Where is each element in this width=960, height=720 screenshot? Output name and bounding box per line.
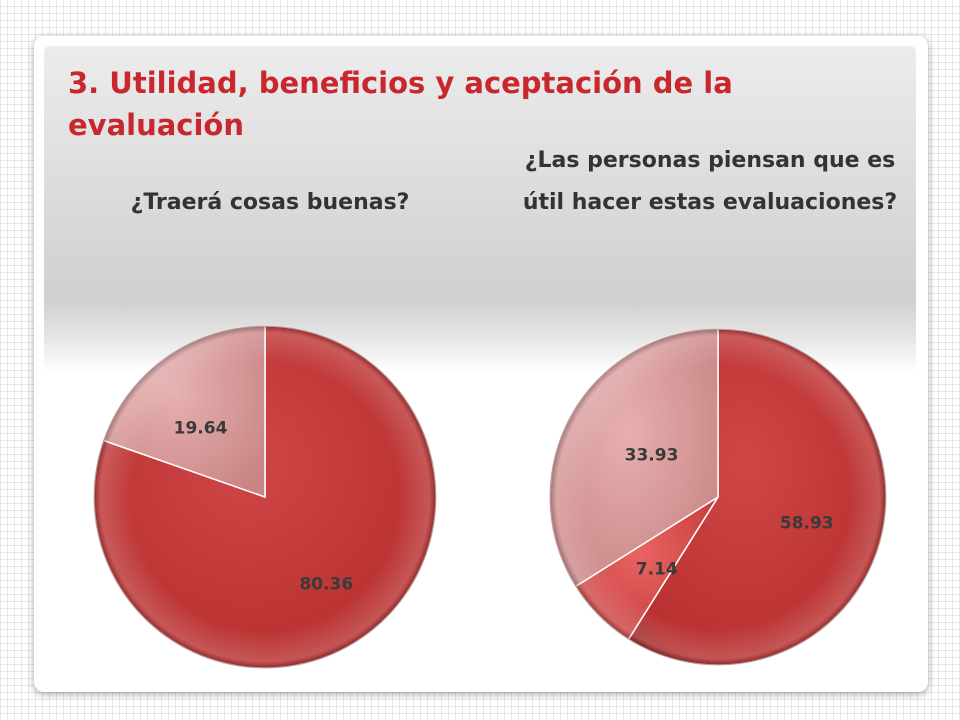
pie-rim-1 [549,328,887,666]
data-label-0-1: 19.64 [174,418,228,438]
data-label-1-0: 58.93 [780,514,834,534]
pie-rim-0 [93,325,437,669]
chart-title-left: ¿Traerá cosas buenas? [130,190,410,215]
slide-title: 3. Utilidad, beneficios y aceptación de … [68,66,733,142]
pie-chart-left: 80.36 19.64 [93,325,437,669]
data-label-1-1: 7.14 [636,559,678,579]
pie-chart-right: 58.93 7.14 33.93 [549,328,887,666]
chart-title-right: ¿Las personas piensan que es útil hacer … [522,148,898,215]
data-label-0-0: 80.36 [299,574,353,594]
data-label-1-2: 33.93 [625,446,679,466]
